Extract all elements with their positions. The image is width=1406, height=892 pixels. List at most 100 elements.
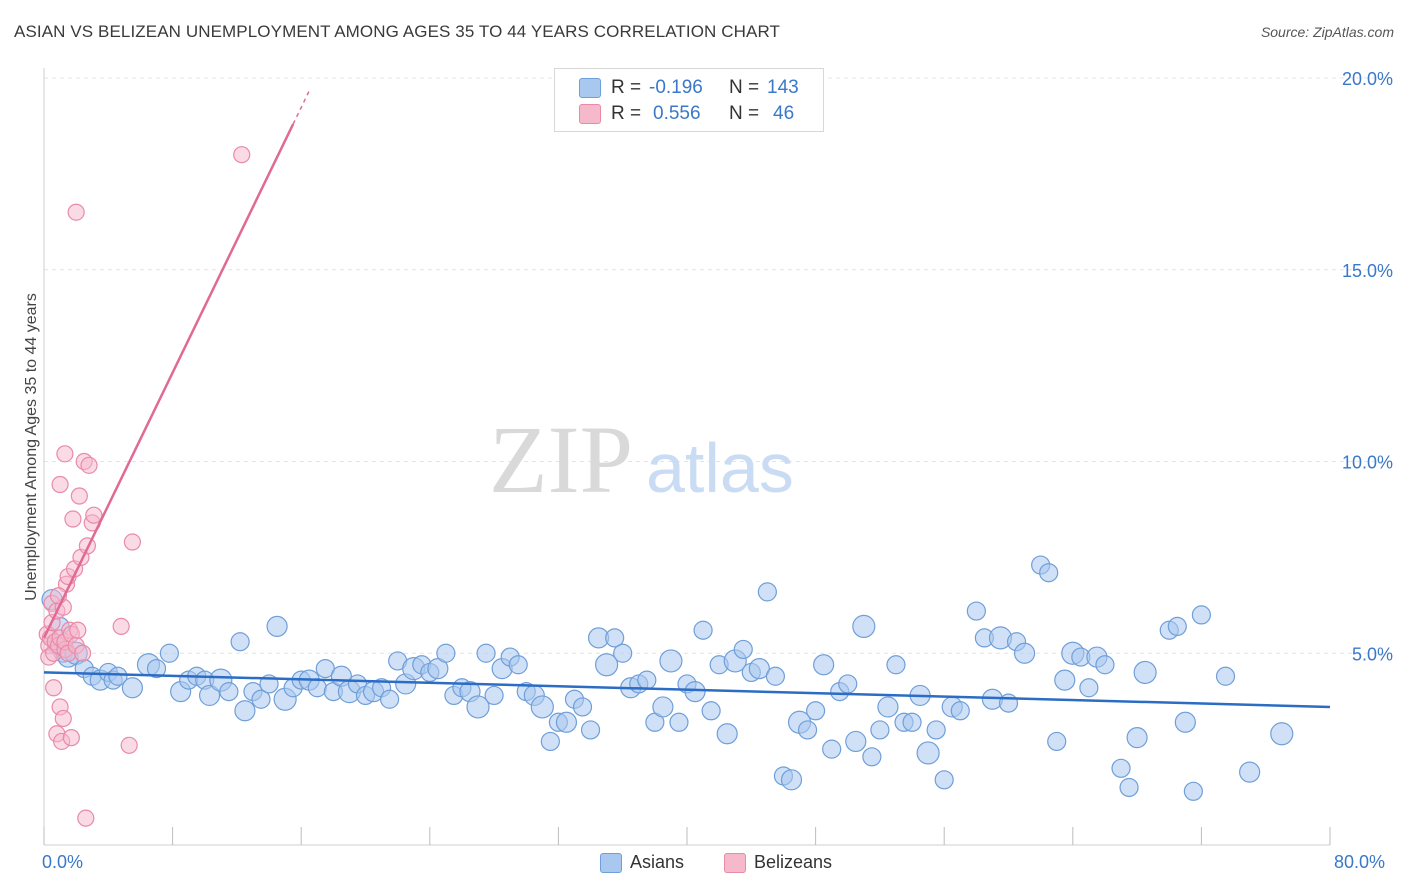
belizean-r-label: R = [611, 103, 642, 124]
belizean-n-label: N = [729, 103, 760, 124]
asian-point [198, 684, 221, 707]
asian-point [748, 657, 770, 680]
asian-point [1047, 731, 1067, 752]
trend-lines [42, 90, 1331, 709]
asian-point [684, 680, 706, 703]
asian-point [219, 681, 239, 702]
y-tick-labels: 5.0% 10.0% 15.0% 20.0% [1342, 69, 1393, 664]
source-label: Source: ZipAtlas.com [1260, 24, 1394, 40]
asian-point [613, 643, 633, 663]
asian-point [230, 632, 250, 652]
asian-point [659, 649, 683, 673]
asian-n-label: N = [729, 77, 760, 98]
asian-r-value: -0.196 [649, 77, 703, 98]
asian-point [1167, 616, 1187, 637]
belizean-point [112, 617, 130, 636]
belizean-point [70, 487, 88, 505]
asian-point [266, 615, 288, 638]
asian-point [1174, 711, 1196, 733]
asian-point [307, 678, 327, 698]
asian-point [234, 700, 256, 722]
asian-point [146, 658, 167, 679]
asian-point [1079, 678, 1099, 698]
x-tick-max: 80.0% [1334, 852, 1386, 872]
asian-point [886, 655, 906, 675]
belizeans-legend-swatch [724, 853, 746, 873]
belizean-point [123, 533, 142, 551]
belizean-point [73, 644, 92, 662]
asian-point [733, 639, 753, 660]
asian-point [159, 643, 179, 663]
asian-n-value: 143 [767, 77, 799, 98]
asian-point [780, 769, 803, 791]
asian-point [436, 643, 456, 663]
asian-point [1054, 669, 1076, 691]
asian-point [757, 582, 777, 602]
watermark-atlas: atlas [646, 429, 794, 507]
asian-point [508, 655, 528, 675]
asian-point [1126, 727, 1148, 749]
asian-point [950, 701, 970, 721]
asian-point [484, 685, 504, 706]
belizean-point [77, 809, 95, 827]
asian-point [108, 666, 128, 686]
asian-point [701, 701, 721, 721]
asian-trend-line [43, 671, 1331, 709]
belizean-trend-extension [292, 90, 310, 125]
asian-swatch [579, 78, 601, 98]
asian-point [1215, 666, 1236, 686]
belizean-swatch [579, 104, 601, 124]
asian-point [540, 731, 560, 752]
belizean-n-value: 46 [773, 103, 795, 124]
asian-point [652, 696, 674, 718]
asian-point [595, 653, 619, 677]
asian-point [572, 697, 593, 717]
asian-point [998, 693, 1019, 713]
asian-point [380, 689, 400, 709]
belizean-point [54, 709, 72, 728]
watermark-zip: ZIP [489, 406, 633, 513]
y-tick-label: 15.0% [1342, 261, 1393, 281]
correlation-legend: R = -0.196 N = 143 R = 0.556 N = 46 [554, 68, 824, 132]
belizeans-legend-label: Belizeans [754, 852, 833, 872]
asian-point [466, 695, 490, 719]
belizean-r-value: 0.556 [653, 103, 701, 124]
asian-point [1270, 722, 1294, 746]
asian-point [845, 730, 867, 753]
grid-lines [44, 77, 1394, 654]
asian-point [251, 689, 271, 709]
asian-point [1183, 781, 1203, 801]
asian-point [1191, 605, 1212, 625]
belizean-point [80, 456, 98, 474]
asian-point [1133, 660, 1157, 685]
belizean-point [64, 510, 82, 528]
asians-legend-label: Asians [630, 852, 685, 872]
belizean-point [233, 146, 251, 164]
asian-point [693, 620, 713, 640]
y-tick-label: 20.0% [1342, 69, 1393, 89]
asian-point [765, 666, 786, 686]
asian-point [966, 601, 986, 621]
asian-point [862, 747, 882, 767]
axes [43, 68, 1331, 846]
asian-point [580, 720, 601, 740]
belizean-point [51, 475, 69, 494]
asian-point [637, 670, 657, 690]
asian-point [1119, 777, 1139, 798]
asian-point [852, 614, 876, 639]
asian-point [605, 628, 625, 648]
belizean-trend-line [42, 123, 295, 639]
belizean-point [45, 679, 63, 697]
asian-point [1039, 563, 1059, 583]
asian-point [1095, 655, 1115, 675]
asian-point [530, 695, 554, 719]
belizean-point [69, 621, 87, 639]
watermark: ZIP atlas [489, 406, 794, 513]
y-tick-label: 5.0% [1352, 644, 1393, 664]
asian-point [813, 654, 835, 676]
asian-point [121, 677, 144, 699]
asian-point [669, 712, 689, 732]
asian-point [476, 643, 496, 663]
asian-point [1013, 642, 1036, 664]
